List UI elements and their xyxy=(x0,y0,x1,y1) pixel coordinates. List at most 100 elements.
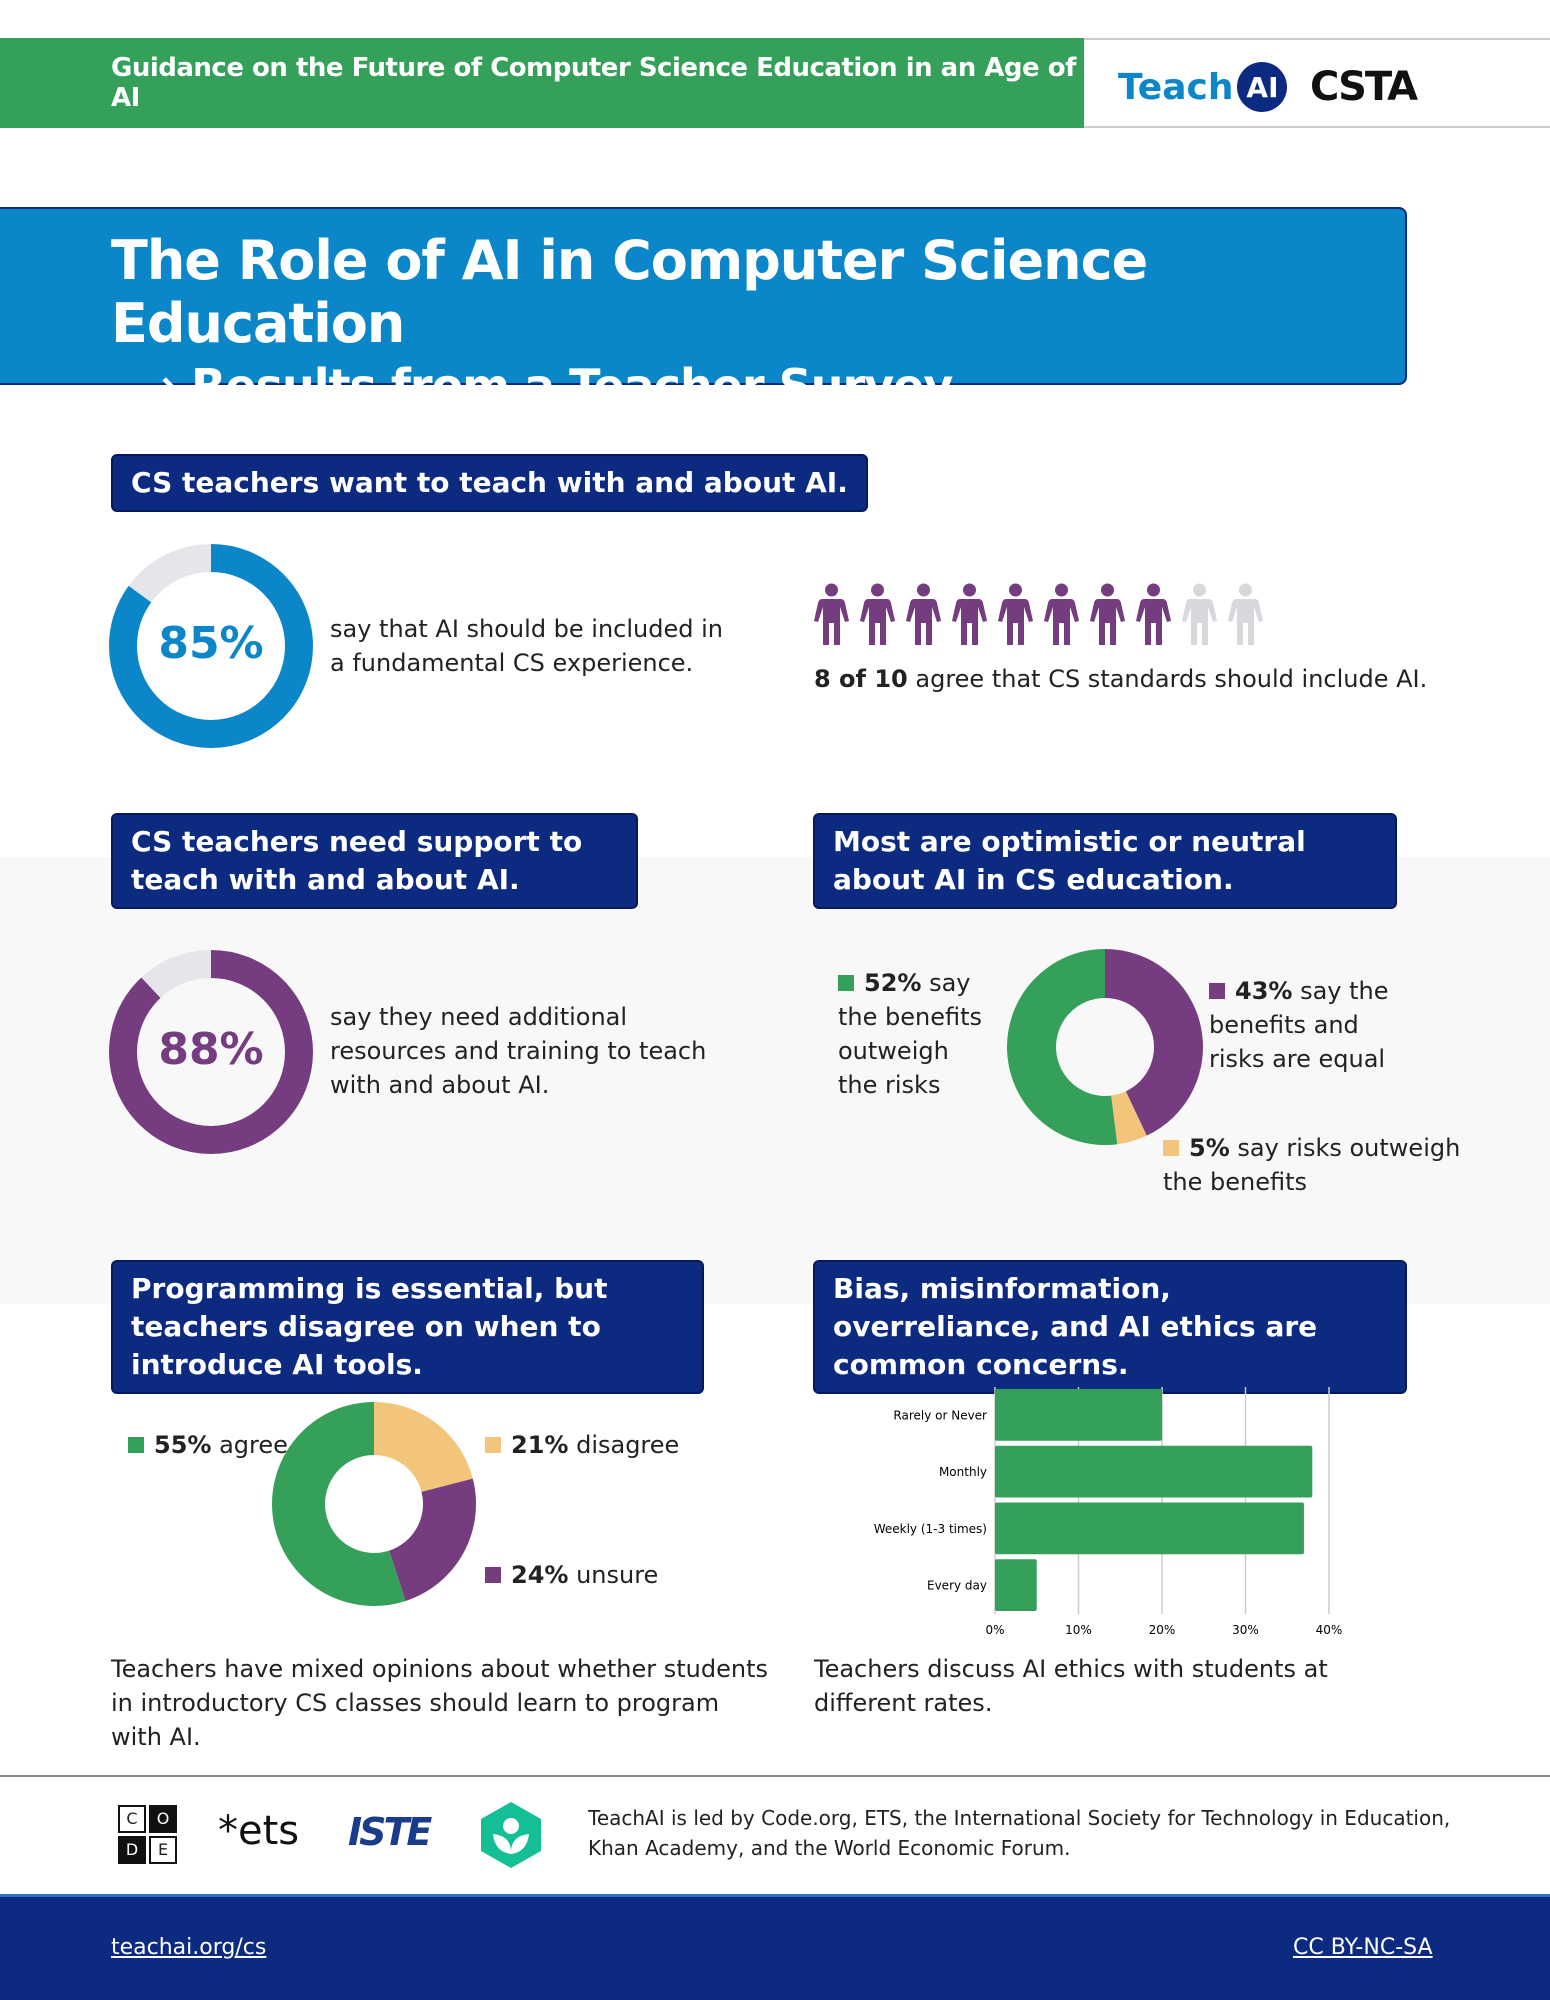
iste-logo: ISTE xyxy=(348,1810,432,1854)
legend-swatch xyxy=(485,1567,501,1583)
footer-text: TeachAI is led by Code.org, ETS, the Int… xyxy=(588,1806,1451,1860)
legend-text: agree xyxy=(211,1431,288,1459)
header-logo-area xyxy=(1084,38,1550,128)
donut-slice xyxy=(1007,949,1118,1145)
page-title: The Role of AI in Computer Science Educa… xyxy=(111,229,1148,355)
section4-label: Programming is essential, but teachers d… xyxy=(111,1260,704,1394)
codeorg-letter: C xyxy=(118,1805,146,1833)
person-icon-agree xyxy=(1044,583,1079,645)
legend-swatch xyxy=(838,975,854,991)
khan-academy-logo xyxy=(481,1802,541,1868)
ring-fill xyxy=(109,544,313,748)
footer-divider xyxy=(0,1775,1550,1777)
bar xyxy=(995,1502,1304,1555)
legend-value: 24% xyxy=(511,1561,569,1589)
codeorg-logo: C O D E xyxy=(118,1805,177,1864)
donut-slice xyxy=(374,1402,473,1492)
grey-band xyxy=(0,857,1550,1304)
person-icon-agree xyxy=(814,583,849,645)
legend-value: 55% xyxy=(154,1431,212,1459)
y-category-label: Monthly xyxy=(939,1465,987,1479)
stat-88: 88% xyxy=(158,1024,264,1075)
people-caption: 8 of 10 agree that CS standards should i… xyxy=(814,662,1427,696)
donut-slice xyxy=(272,1402,406,1606)
legend-5: 5% say risks outweigh the benefits xyxy=(1163,1131,1483,1199)
arrow-icon: ⟶ xyxy=(111,359,177,413)
bottom-bar: teachai.org/cs CC BY-NC-SA xyxy=(0,1894,1550,2000)
section3-label: Most are optimistic or neutral about AI … xyxy=(813,813,1397,909)
legend-43: 43% say the benefits and risks are equal xyxy=(1209,974,1394,1076)
bar xyxy=(995,1389,1162,1441)
section5-caption: Teachers discuss AI ethics with students… xyxy=(814,1655,1328,1717)
x-tick-label: 30% xyxy=(1232,1623,1259,1637)
legend-text: say risks outweigh the benefits xyxy=(1163,1134,1461,1196)
person-icon-agree xyxy=(1090,583,1125,645)
stat-88-text: say they need additional resources and t… xyxy=(330,1003,707,1099)
person-icon-agree xyxy=(998,583,1033,645)
page-subtitle: ⟶ Results from a Teacher Survey xyxy=(111,359,1405,413)
donut-slice xyxy=(1105,949,1203,1136)
stat-85-text: say that AI should be included in a fund… xyxy=(330,615,723,677)
x-tick-label: 10% xyxy=(1065,1623,1092,1637)
person-icon-agree xyxy=(1136,583,1171,645)
donut-slice xyxy=(1111,1091,1147,1145)
y-category-label: Rarely or Never xyxy=(893,1408,987,1422)
legend-55: 55% agree xyxy=(128,1428,288,1462)
csta-logo: CSTA xyxy=(1310,64,1418,110)
optimism-donut xyxy=(1007,949,1203,1145)
teachai-logo-text: Teach xyxy=(1118,66,1234,108)
legend-21: 21% disagree xyxy=(485,1428,679,1462)
legend-swatch xyxy=(1209,983,1225,999)
subtitle-text: Results from a Teacher Survey xyxy=(190,359,953,413)
y-category-label: Weekly (1-3 times) xyxy=(874,1522,987,1536)
legend-swatch xyxy=(485,1437,501,1453)
legend-text: say the benefits outweigh the risks xyxy=(838,969,983,1099)
person-icon-other xyxy=(1228,583,1263,645)
header-title: Guidance on the Future of Computer Scien… xyxy=(111,53,1076,113)
person-icon-agree xyxy=(906,583,941,645)
programming-donut xyxy=(272,1402,476,1606)
legend-24: 24% unsure xyxy=(485,1558,658,1592)
legend-text: disagree xyxy=(568,1431,680,1459)
people-text: agree that CS standards should include A… xyxy=(907,665,1428,693)
section5-label: Bias, misinformation, overreliance, and … xyxy=(813,1260,1407,1394)
header-banner: Guidance on the Future of Computer Scien… xyxy=(0,38,1084,128)
people-pictogram xyxy=(813,583,1264,647)
codeorg-letter: O xyxy=(149,1805,177,1833)
person-icon-agree xyxy=(952,583,987,645)
x-tick-label: 0% xyxy=(985,1623,1004,1637)
section4-caption: Teachers have mixed opinions about wheth… xyxy=(111,1655,768,1751)
legend-text: say the benefits and risks are equal xyxy=(1209,977,1389,1073)
ets-logo: *ets xyxy=(218,1808,300,1854)
codeorg-letter: D xyxy=(118,1836,146,1864)
teachai-logo: Teach AI xyxy=(1118,62,1288,112)
x-tick-label: 40% xyxy=(1316,1623,1343,1637)
ring-88 xyxy=(109,950,313,1154)
hero-banner: The Role of AI in Computer Science Educa… xyxy=(0,207,1407,413)
person-icon-agree xyxy=(860,583,895,645)
legend-swatch xyxy=(1163,1140,1179,1156)
ring-85 xyxy=(109,544,313,748)
legend-value: 43% xyxy=(1235,977,1293,1005)
donut-slice xyxy=(389,1478,476,1602)
bar xyxy=(995,1559,1037,1611)
ring-fill xyxy=(109,950,313,1154)
section2-label: CS teachers need support to teach with a… xyxy=(111,813,638,909)
legend-value: 5% xyxy=(1189,1134,1230,1162)
ethics-bar-chart: 0% 10% 20% 30% 40% Rarely or Never Monthly Week… xyxy=(874,1387,1343,1637)
teachai-link[interactable]: teachai.org/cs xyxy=(111,1935,267,1960)
legend-value: 52% xyxy=(864,969,922,997)
legend-value: 21% xyxy=(511,1431,569,1459)
section1-label: CS teachers want to teach with and about… xyxy=(111,454,868,512)
bar xyxy=(995,1445,1313,1498)
person-icon-other xyxy=(1182,583,1217,645)
license-link[interactable]: CC BY-NC-SA xyxy=(1293,1935,1433,1960)
x-tick-label: 20% xyxy=(1149,1623,1176,1637)
y-category-label: Every day xyxy=(927,1579,987,1593)
legend-52: 52% say the benefits outweigh the risks xyxy=(838,966,988,1102)
stat-85: 85% xyxy=(158,618,264,669)
legend-swatch xyxy=(128,1437,144,1453)
legend-text: unsure xyxy=(568,1561,659,1589)
teachai-logo-ai: AI xyxy=(1237,62,1288,112)
codeorg-letter: E xyxy=(149,1836,177,1864)
